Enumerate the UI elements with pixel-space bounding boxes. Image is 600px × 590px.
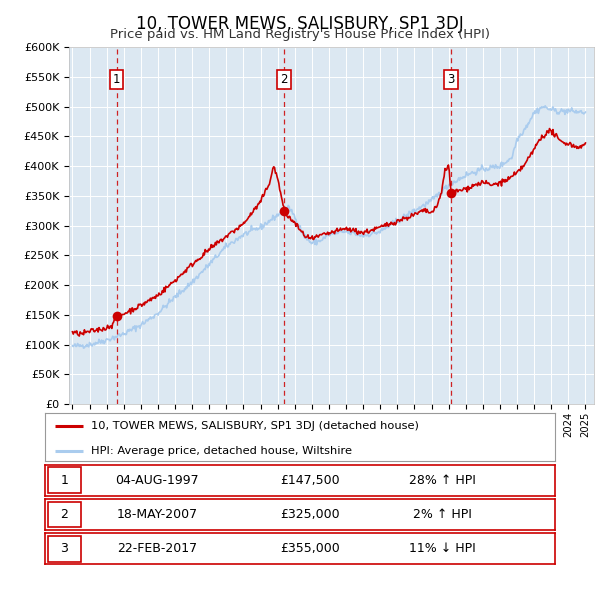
Text: Price paid vs. HM Land Registry's House Price Index (HPI): Price paid vs. HM Land Registry's House … [110,28,490,41]
Text: 1: 1 [61,474,68,487]
Text: 11% ↓ HPI: 11% ↓ HPI [409,542,476,555]
FancyBboxPatch shape [47,467,80,493]
Text: 22-FEB-2017: 22-FEB-2017 [117,542,197,555]
Text: 3: 3 [448,73,455,86]
Text: £325,000: £325,000 [280,508,340,521]
Text: 2% ↑ HPI: 2% ↑ HPI [413,508,472,521]
Text: 10, TOWER MEWS, SALISBURY, SP1 3DJ (detached house): 10, TOWER MEWS, SALISBURY, SP1 3DJ (deta… [91,421,419,431]
FancyBboxPatch shape [47,502,80,527]
Text: 1: 1 [113,73,121,86]
Text: HPI: Average price, detached house, Wiltshire: HPI: Average price, detached house, Wilt… [91,445,352,455]
Text: £355,000: £355,000 [280,542,340,555]
Text: 3: 3 [61,542,68,555]
Text: 18-MAY-2007: 18-MAY-2007 [116,508,198,521]
Text: 10, TOWER MEWS, SALISBURY, SP1 3DJ: 10, TOWER MEWS, SALISBURY, SP1 3DJ [136,15,464,33]
Text: £147,500: £147,500 [280,474,340,487]
Text: 04-AUG-1997: 04-AUG-1997 [115,474,199,487]
Text: 28% ↑ HPI: 28% ↑ HPI [409,474,476,487]
Text: 2: 2 [61,508,68,521]
FancyBboxPatch shape [47,536,80,562]
Text: 2: 2 [280,73,288,86]
